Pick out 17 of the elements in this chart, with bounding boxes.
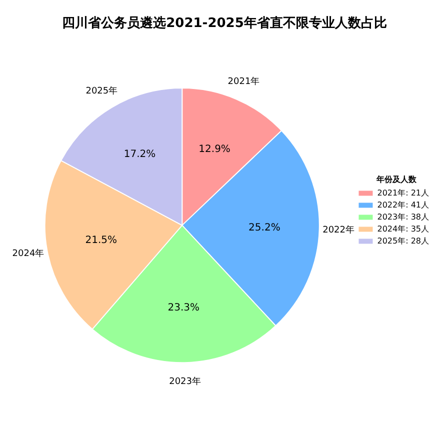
data-label: 17.2% — [124, 149, 156, 160]
legend-label: 2025年: 28人 — [377, 236, 430, 246]
legend-label: 2021年: 21人 — [377, 188, 430, 198]
chart-title: 四川省公务员遴选2021-2025年省直不限专业人数占比 — [62, 15, 387, 32]
data-label: 21.5% — [85, 234, 118, 246]
legend-label: 2024年: 35人 — [377, 224, 430, 234]
text: 2023年 — [169, 377, 202, 388]
legend-label: 2022年: 41人 — [377, 200, 430, 210]
legend-label: 2023年: 38人 — [377, 212, 430, 222]
text: 2022年 — [322, 225, 355, 236]
text: 2021年 — [228, 76, 260, 87]
data-label: 12.9% — [198, 144, 230, 156]
legend-title: 年份及人数 — [376, 174, 418, 184]
text: 2025年 — [86, 86, 118, 96]
text: 2024年 — [12, 249, 44, 260]
data-label: 23.3% — [168, 302, 200, 314]
data-label: 25.2% — [248, 222, 280, 234]
